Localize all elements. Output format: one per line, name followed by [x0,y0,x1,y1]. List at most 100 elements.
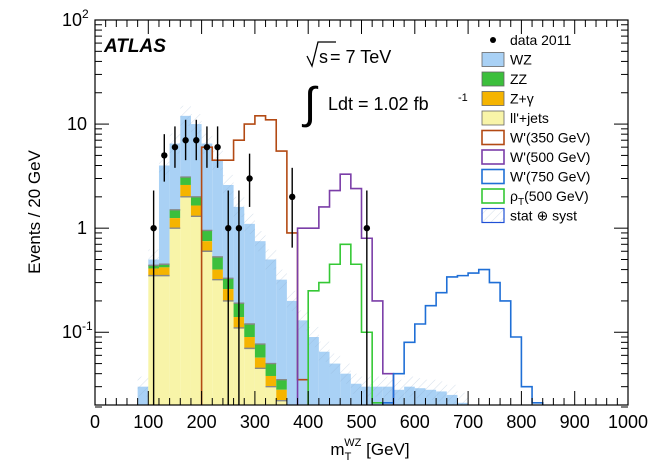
zgamma-bar [212,269,223,280]
legend-swatch [481,207,505,224]
syst-band [329,353,341,374]
data-point [182,137,189,144]
syst-band [436,381,447,402]
syst-band [393,379,405,400]
lljets-bar [254,368,266,405]
legend-swatch [481,110,505,126]
syst-band [276,269,287,290]
x-tick-label: 300 [240,412,270,432]
svg-text:= 7 TeV: = 7 TeV [330,47,391,67]
syst-band [180,105,191,126]
lljets-bar [169,228,181,405]
data-point [203,143,211,151]
syst-band [404,376,415,397]
syst-band [137,376,149,397]
y-tick-label: 10 [67,114,87,134]
wz-bar [254,241,266,345]
legend-marker [490,37,496,43]
syst-band [254,231,266,252]
wz-bar [340,373,351,405]
syst-band [222,174,234,196]
syst-band [350,373,362,394]
lljets-bar [212,279,223,405]
x-tick-label: 100 [133,412,163,432]
background-stack [137,105,469,405]
legend-swatch [481,71,505,87]
x-tick-label: 800 [506,412,536,432]
zz-bar [190,196,202,206]
x-tick-label: 200 [187,412,217,432]
legend-label: Z+γ [510,91,534,107]
zz-bar [276,379,287,390]
legend-swatch [481,168,505,185]
legend-label: W'(500 GeV) [510,149,590,165]
zgamma-bar [265,375,277,387]
data-point [225,224,232,232]
data-point [214,143,221,151]
x-tick-label: 0 [90,412,100,432]
legend-label: ZZ [510,71,528,87]
zgamma-bar [276,389,287,401]
y-tick-label: 102 [62,7,89,30]
wz-bar [276,279,287,380]
syst-band [340,363,351,384]
svg-text:Ldt = 1.02 fb: Ldt = 1.02 fb [328,94,429,114]
x-tick-labels: 0 100 200 300 400 500 600 700 800 900 1000 [90,412,648,432]
x-tick-label: 700 [453,412,483,432]
syst-band [425,379,437,400]
zz-bar [158,264,170,268]
data-point [363,224,371,232]
legend-swatch [481,188,505,204]
syst-band [244,213,255,234]
data-point [161,152,168,159]
syst-band [297,310,309,331]
zz-bar [244,324,255,338]
legend-label: W'(350 GeV) [510,130,590,146]
lljets-bar [276,400,287,405]
data-point [171,143,179,151]
syst-band [265,249,277,270]
zz-bar [265,363,277,376]
data-point [235,224,243,232]
wz-bar [308,337,319,405]
lljets-bar [180,196,191,405]
wz-bar [190,124,202,197]
legend-label: ll'+jets [510,110,549,126]
wz-bar [350,383,362,405]
legend-label: stat ⊕ syst [510,208,577,224]
legend-swatch [481,129,505,146]
atlas-label: ATLAS [103,36,166,57]
zgamma-bar [201,241,213,252]
legend-swatch [481,149,505,165]
zz-bar [254,344,266,358]
syst-band [308,326,319,348]
x-tick-label: 600 [400,412,430,432]
lljets-bar [158,275,170,405]
wz-bar [201,143,213,231]
syst-band [414,378,426,399]
legend-label: ρT(500 GeV) [510,188,589,208]
legend: data 2011 WZ ZZ Z+γ ll'+jets W'(350 GeV) W'(50… [481,32,590,224]
zgamma-bar [169,218,181,229]
zgamma-bar [254,357,266,369]
zz-bar [201,230,213,242]
x-axis-title: mTWZ [GeV] [330,437,409,463]
zz-bar [169,209,181,219]
zgamma-bar [158,267,170,276]
wz-bar [169,143,181,210]
y-tick-labels: 102 10 1 10-1 [62,7,93,342]
y-tick-label: 1 [77,218,87,238]
legend-label: WZ [510,52,532,68]
x-tick-label: 1000 [608,412,648,432]
wz-bar [318,351,330,405]
x-tick-label: 400 [293,412,323,432]
wz-bar [265,259,277,364]
data-point [150,224,157,232]
y-tick-label: 10-1 [62,319,93,342]
wz-bar [297,320,309,405]
svg-text:s: s [319,47,328,67]
wz-bar [158,165,170,265]
x-tick-label: 900 [560,412,590,432]
x-tick-label: 500 [346,412,376,432]
